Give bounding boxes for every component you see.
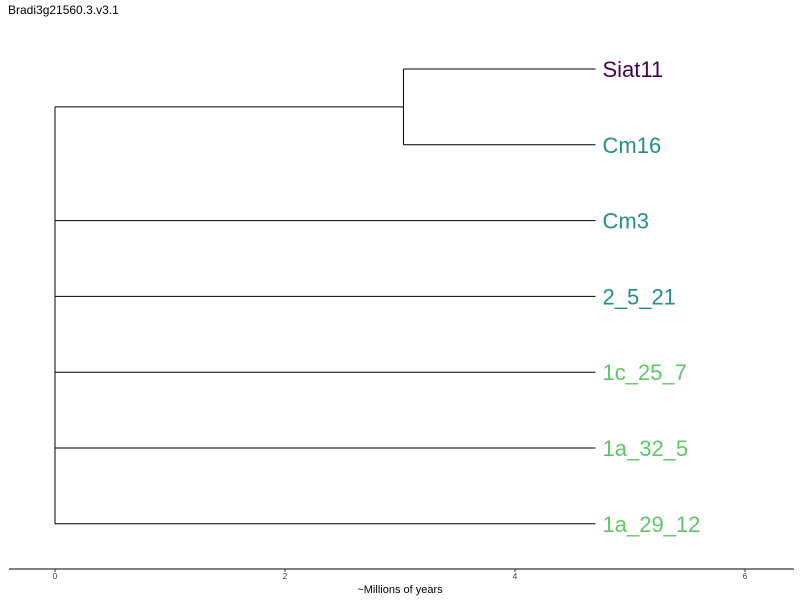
- leaf-label: Cm3: [603, 209, 649, 234]
- axis-tick-label: 4: [513, 572, 518, 581]
- axis-title: ~Millions of years: [357, 584, 443, 596]
- leaf-label: 1c_25_7: [603, 360, 687, 385]
- leaf-label: 2_5_21: [603, 284, 676, 309]
- leaf-labels: Siat11 Cm16 Cm3 2_5_21 1c_25_7 1a_32_5 1a_29_1…: [603, 57, 701, 537]
- axis-tick-label: 2: [283, 572, 288, 581]
- time-axis: 0 2 4 6 ~Millions of years: [9, 568, 794, 596]
- leaf-label: Cm16: [603, 133, 662, 158]
- page-title: Bradi3g21560.3.v3.1: [8, 3, 119, 17]
- axis-ticks: 0 2 4 6: [53, 569, 748, 581]
- branches: [54, 68, 596, 525]
- axis-tick-label: 0: [53, 572, 58, 581]
- leaf-label: 1a_32_5: [603, 436, 689, 461]
- axis-tick-label: 6: [743, 572, 748, 581]
- leaf-label: 1a_29_12: [603, 512, 701, 537]
- leaf-label: Siat11: [603, 57, 664, 82]
